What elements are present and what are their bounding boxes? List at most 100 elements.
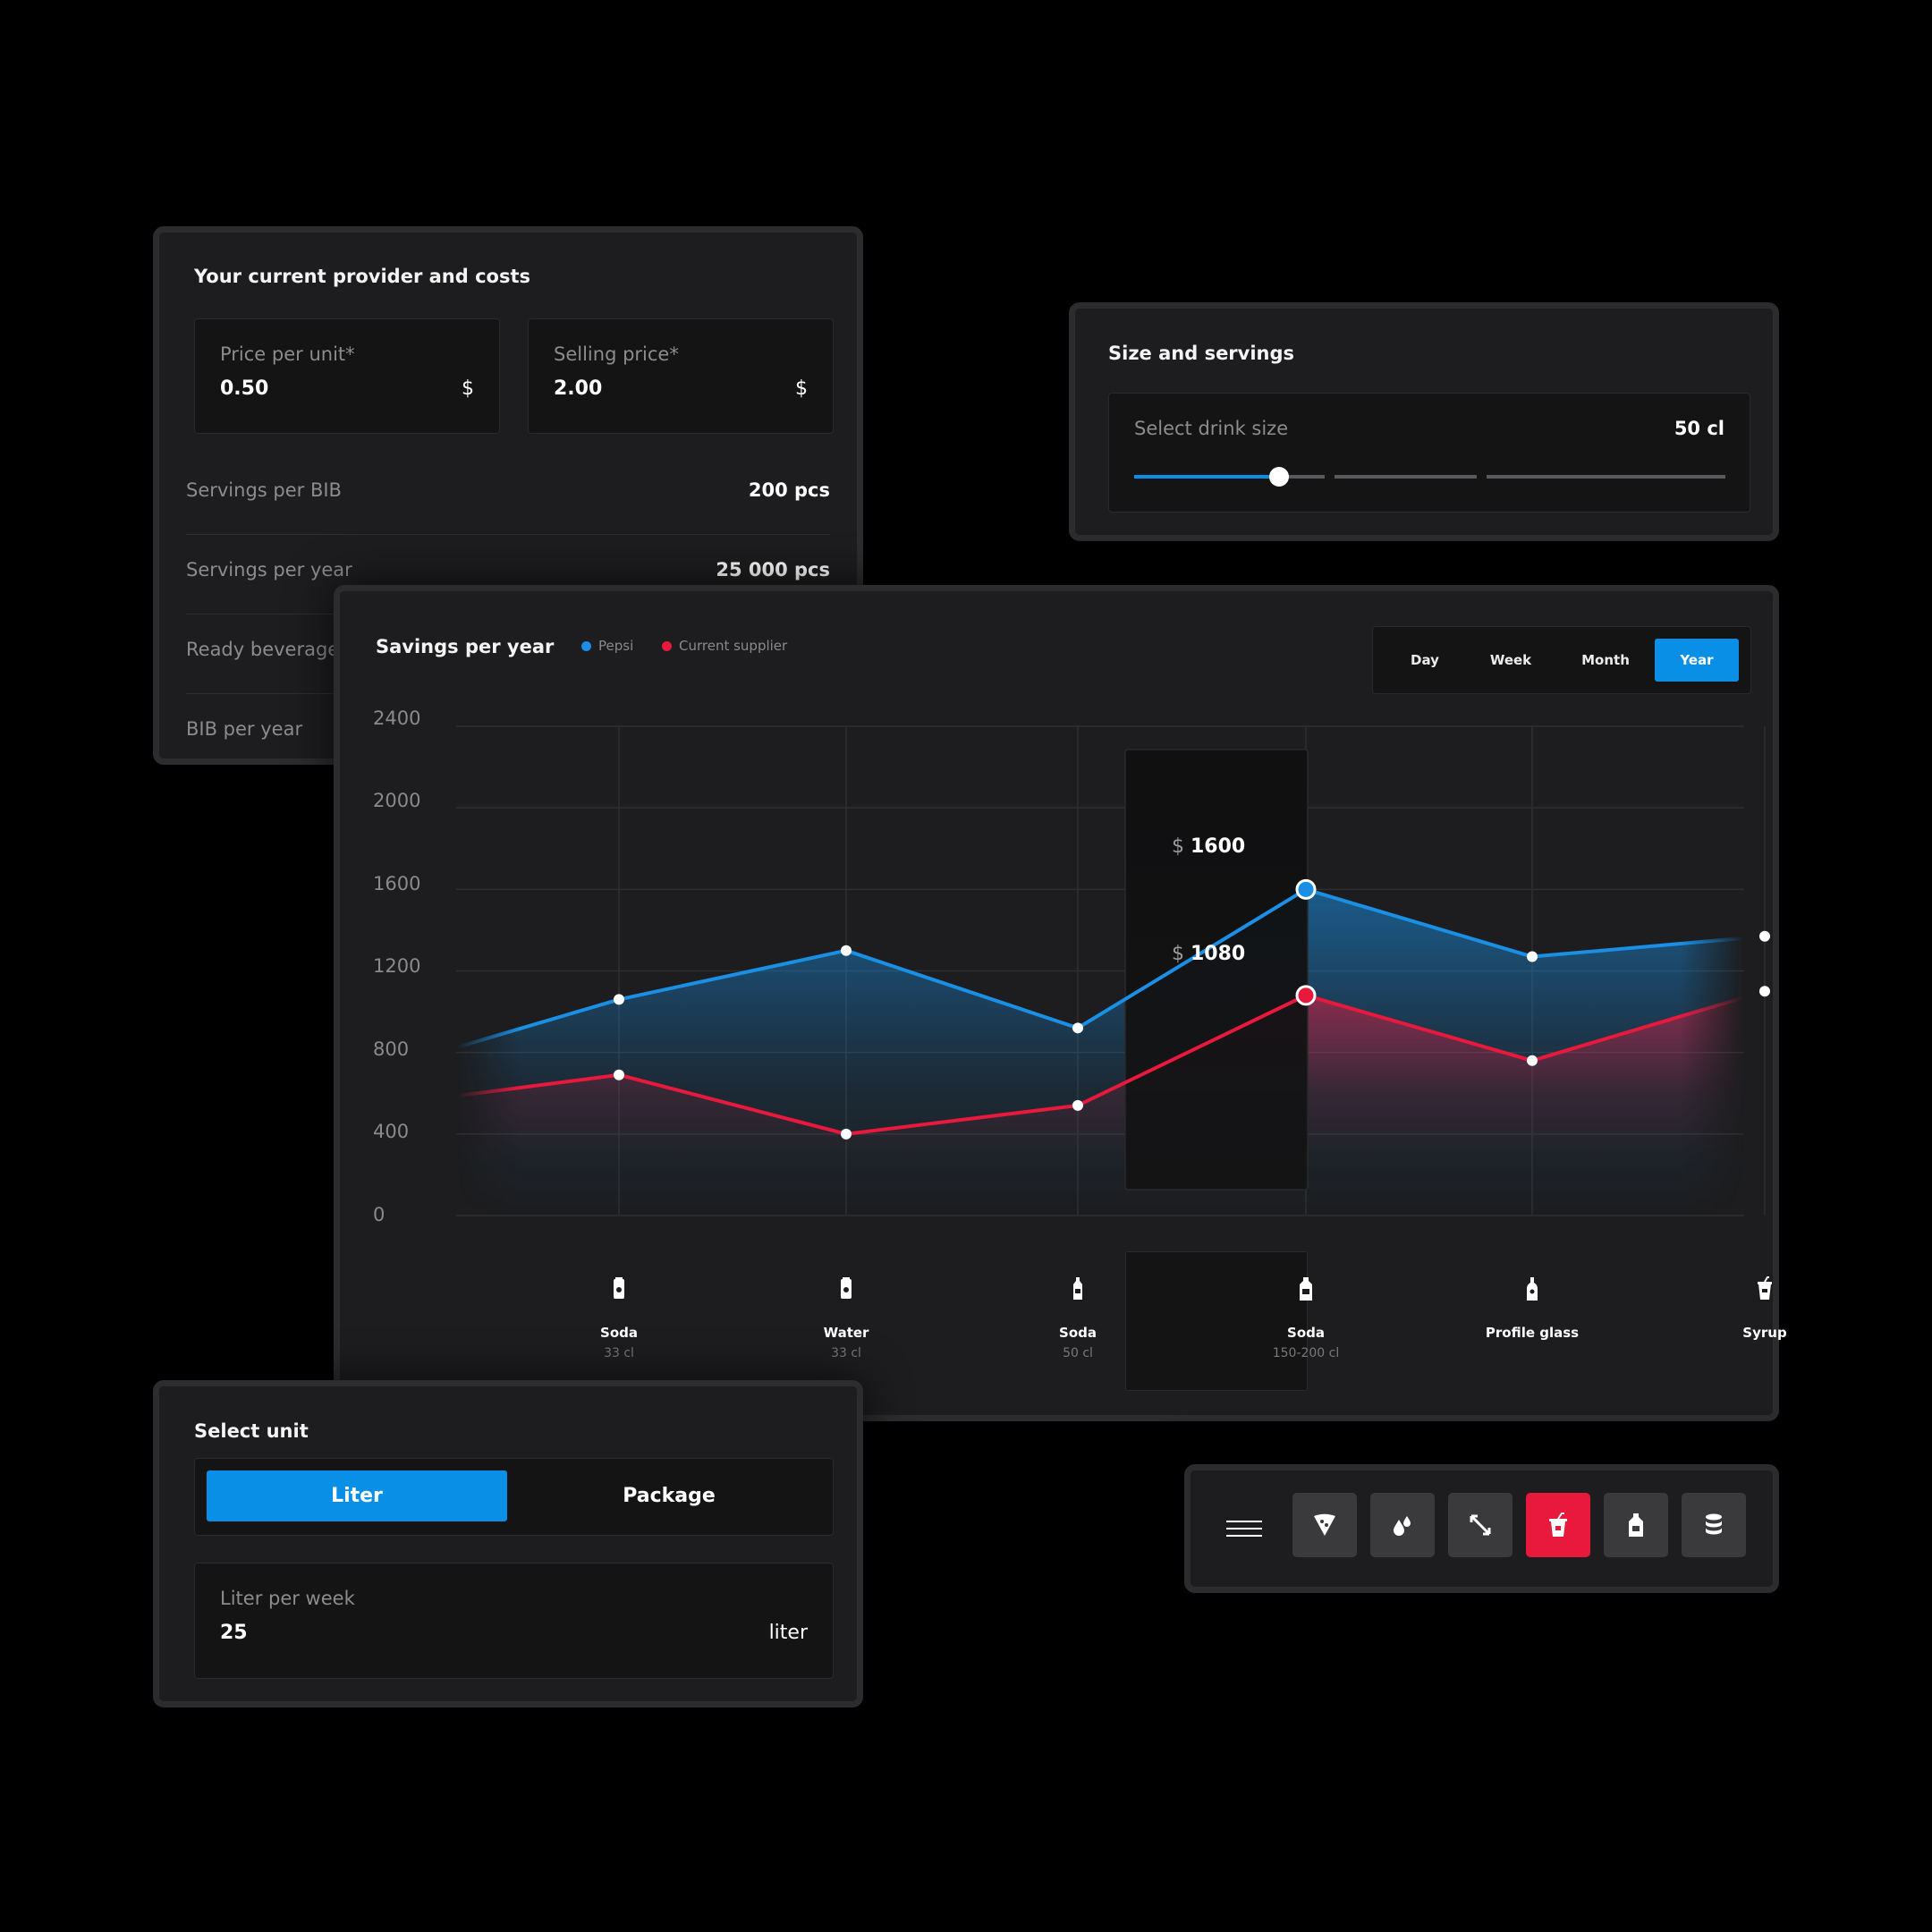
field-value: 2.00 <box>554 377 603 400</box>
category-name: Syrup <box>1742 1325 1787 1341</box>
currency-unit: $ <box>795 377 808 400</box>
tooltip-currency: $ <box>1172 835 1184 858</box>
drink-size-field: Select drink size 50 cl <box>1108 393 1750 513</box>
row-value: 200 pcs <box>748 479 830 501</box>
tool-bottle-button[interactable] <box>1604 1493 1668 1557</box>
tool-coins-button[interactable] <box>1682 1493 1746 1557</box>
data-point <box>841 945 852 956</box>
tooltip-current-value: $ 1080 <box>1172 943 1245 965</box>
period-week-button[interactable]: Week <box>1489 652 1532 668</box>
y-tick: 1200 <box>373 955 421 977</box>
data-point <box>614 1069 624 1080</box>
slider-track-4 <box>1629 475 1725 479</box>
field-label: Select drink size <box>1134 418 1289 439</box>
menu-line <box>1226 1521 1262 1522</box>
currency-unit: $ <box>462 377 474 400</box>
data-point <box>1527 1055 1538 1066</box>
period-month-button[interactable]: Month <box>1581 652 1630 668</box>
category-name: Profile glass <box>1485 1325 1580 1341</box>
row-value: 25 000 pcs <box>716 559 830 580</box>
highlight-point <box>1295 878 1317 900</box>
tool-cup-button-active[interactable] <box>1526 1493 1590 1557</box>
drops-icon <box>1394 1516 1411 1536</box>
y-tick: 0 <box>373 1204 386 1225</box>
row-label: BIB per year <box>186 718 303 740</box>
series-line-current-supplier <box>455 989 1767 1136</box>
select-unit-panel: Select unit Liter Package Liter per week… <box>153 1380 863 1707</box>
unit-toggle: Liter Package <box>194 1458 834 1536</box>
tooltip-pepsi-value: $ 1600 <box>1172 835 1245 858</box>
panel-title: Your current provider and costs <box>194 266 531 287</box>
toolbar-panel <box>1184 1464 1779 1593</box>
glass-bottle-icon <box>1527 1277 1538 1301</box>
category-sub: 33 cl <box>604 1346 634 1360</box>
menu-line <box>1226 1535 1262 1537</box>
period-day-button[interactable]: Day <box>1411 652 1439 668</box>
legend-current-supplier: Current supplier <box>662 638 787 654</box>
slider-track-3 <box>1487 475 1629 479</box>
unit-liter-button[interactable]: Liter <box>207 1470 507 1521</box>
coins-icon <box>1706 1513 1722 1535</box>
field-label: Selling price* <box>554 343 679 365</box>
y-tick: 2000 <box>373 790 421 811</box>
bib-per-year-row: BIB per year <box>186 693 830 773</box>
legend-pepsi: Pepsi <box>581 638 633 654</box>
legend-dot-pepsi <box>581 641 591 651</box>
highlight-point <box>1295 985 1317 1006</box>
period-year-button[interactable]: Year <box>1655 639 1739 682</box>
period-segmented-control: Day Week Month Year <box>1372 626 1751 694</box>
tool-exchange-button[interactable] <box>1448 1493 1513 1557</box>
row-label: Ready beverage <box>186 639 340 660</box>
legend-label: Current supplier <box>679 638 788 654</box>
can-icon <box>841 1277 852 1299</box>
drink-size-value: 50 cl <box>1674 418 1724 439</box>
tooltip-pepsi-amount: 1600 <box>1191 835 1246 858</box>
tool-pizza-button[interactable] <box>1292 1493 1357 1557</box>
data-point <box>1527 951 1538 962</box>
category-name: Soda <box>600 1325 638 1341</box>
slider-track-2 <box>1335 475 1477 479</box>
panel-title: Select unit <box>194 1420 309 1442</box>
row-label: Servings per BIB <box>186 479 342 501</box>
pizza-icon <box>1314 1513 1335 1536</box>
panel-title: Size and servings <box>1108 343 1295 364</box>
large-bottle-icon <box>1300 1277 1312 1301</box>
bottle-icon <box>1073 1277 1082 1300</box>
servings-per-bib-row: Servings per BIB 200 pcs <box>186 454 830 535</box>
y-tick: 2400 <box>373 708 421 729</box>
field-value: 25 <box>220 1622 248 1644</box>
series-line-pepsi <box>455 887 1767 1050</box>
category-name: Soda <box>1287 1325 1325 1341</box>
data-point <box>1072 1022 1083 1034</box>
data-point <box>1759 986 1770 997</box>
price-per-unit-field[interactable]: Price per unit* 0.50 $ <box>194 318 500 434</box>
menu-line <box>1226 1528 1262 1530</box>
slider-fill <box>1134 475 1279 479</box>
field-unit: liter <box>768 1622 808 1644</box>
field-value: 0.50 <box>220 377 269 400</box>
tool-drops-button[interactable] <box>1370 1493 1435 1557</box>
drink-size-slider[interactable] <box>1134 467 1725 487</box>
menu-icon[interactable] <box>1226 1512 1262 1544</box>
chart-title: Savings per year <box>376 636 555 657</box>
tooltip-currency: $ <box>1172 943 1184 965</box>
liter-per-week-field[interactable]: Liter per week 25 liter <box>194 1563 834 1679</box>
selling-price-field[interactable]: Selling price* 2.00 $ <box>528 318 834 434</box>
category-selected-box <box>1125 1251 1308 1391</box>
legend-dot-current <box>662 641 672 651</box>
slider-thumb[interactable] <box>1269 467 1289 487</box>
y-tick: 1600 <box>373 873 421 894</box>
can-icon <box>614 1277 624 1299</box>
field-label: Price per unit* <box>220 343 355 365</box>
category-sub: 33 cl <box>831 1346 861 1360</box>
savings-chart <box>455 725 1770 1216</box>
unit-package-button[interactable]: Package <box>623 1485 716 1507</box>
tooltip-background <box>1124 749 1309 1191</box>
category-axis: Soda 33 cl Water 33 cl Soda 50 cl Soda 1… <box>340 1251 1787 1391</box>
data-point <box>1759 930 1770 942</box>
data-point <box>1072 1099 1083 1111</box>
data-point <box>841 1128 852 1140</box>
legend-label: Pepsi <box>598 638 634 654</box>
bottle-icon <box>1629 1513 1643 1537</box>
cup-icon <box>1758 1276 1772 1300</box>
